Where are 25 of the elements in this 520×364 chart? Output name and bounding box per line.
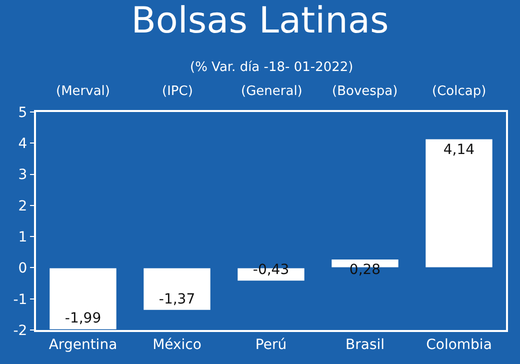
text: (Merval) [56,84,110,99]
x-tick-label: Brasil [345,336,385,353]
data-label: -1,37 [158,291,196,308]
x-tick-label: Perú [255,336,287,353]
data-label: 4,14 [443,142,475,158]
text: (IPC) [162,84,193,99]
bar [142,267,212,311]
y-tick-label: 4 [18,136,28,152]
x-tick-label: Argentina [48,336,118,353]
y-tick-label: 2 [18,198,28,214]
y-tick-label: 0 [18,260,28,277]
y-tick-label: 5 [18,104,28,121]
x-tick-label: Colombia [426,336,492,353]
chart-subtitle: (% Var. día -18- 01-2022) [190,60,354,75]
bar [424,138,494,268]
y-tick-label: 1 [18,229,28,246]
y-tick-label: -1 [13,292,28,308]
text: (Bovespa) [332,84,398,99]
y-tick-label: -2 [13,322,28,339]
text: (General) [241,84,302,99]
x-tick-label: México [152,336,202,353]
data-label: -1,99 [64,310,102,327]
y-tick-label: 3 [18,167,28,184]
chart-title: Bolsas Latinas [131,0,389,42]
text: (Colcap) [432,84,486,99]
